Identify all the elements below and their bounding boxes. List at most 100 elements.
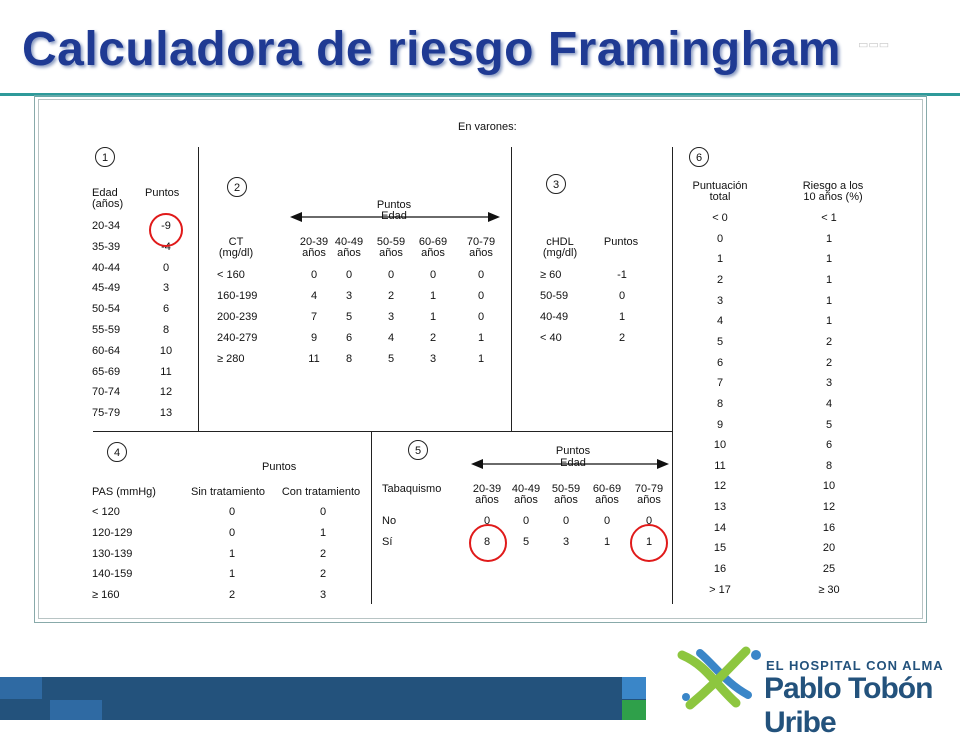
s5-edad-label: Edad [560, 457, 586, 469]
s6-score-cell: 0 [716, 232, 724, 245]
divider-top-bottom [93, 431, 673, 432]
s1-points-cell: 0 [162, 261, 170, 274]
s4-header-pas: PAS (mmHg) [92, 486, 156, 498]
s6-risk-cell: 1 [825, 253, 833, 266]
s5-age-header: 50-59 [551, 483, 581, 495]
s1-age-cell: 55-59 [92, 324, 121, 336]
s1-age-cell: 50-54 [92, 303, 121, 316]
s6-score-cell: < 0 [712, 212, 728, 224]
s2-header-unit: (mg/dl) [218, 247, 254, 259]
title-underline [0, 93, 960, 96]
s3-header-unit: (mg/dl) [542, 247, 578, 259]
s5-points-cell: 1 [603, 536, 611, 548]
s5-edad-arrow [471, 459, 669, 469]
divider-1-2 [198, 147, 199, 431]
s5-smoke-cell: Sí [382, 536, 393, 548]
logo-name: Pablo Tobón Uribe [764, 672, 933, 739]
s6-score-cell: 15 [713, 542, 727, 555]
s2-age-header: 40-49 [334, 236, 364, 248]
s6-risk-cell: 3 [825, 377, 833, 390]
s2-age-header-unit: años [421, 247, 445, 259]
s1-points-cell: 6 [162, 303, 170, 316]
s6-score-cell: 12 [713, 480, 727, 493]
s6-risk-cell: 12 [822, 501, 836, 514]
s2-points-cell: 3 [387, 311, 395, 323]
s1-age-cell: 45-49 [92, 282, 121, 295]
s3-hdl-cell: < 40 [540, 332, 562, 344]
divider-main-6 [672, 147, 673, 604]
section-number-6: 6 [689, 147, 709, 167]
s6-header-10anos: 10 años (%) [803, 191, 863, 203]
s5-age-header-unit: años [554, 494, 578, 506]
divider-4-5 [371, 431, 372, 604]
s2-points-cell: 4 [310, 290, 318, 302]
s4-pas-cell: 120-129 [92, 526, 133, 539]
s6-risk-cell: 5 [825, 418, 833, 431]
logo-tagline: EL HOSPITAL CON ALMA [766, 658, 944, 673]
s6-risk-cell: 1 [825, 232, 833, 245]
s6-score-cell: 5 [716, 335, 724, 348]
s2-age-header-unit: años [302, 247, 326, 259]
s2-ct-cell: 240-279 [217, 332, 258, 344]
s2-age-header-unit: años [379, 247, 403, 259]
s5-points-cell: 5 [522, 536, 530, 548]
divider-2-3 [511, 147, 512, 431]
table-inner-frame [38, 99, 923, 619]
s4-pas-cell: ≥ 160 [92, 589, 120, 602]
s4-pas-cell: < 120 [92, 506, 120, 518]
s2-age-header: 60-69 [418, 236, 448, 248]
s6-score-cell: 8 [716, 397, 724, 410]
s1-points-cell: 12 [159, 386, 173, 399]
s6-risk-cell: ≥ 30 [818, 583, 840, 596]
s2-points-cell: 3 [429, 353, 437, 365]
s2-points-cell: 5 [345, 311, 353, 323]
s2-points-cell: 0 [429, 269, 437, 281]
s2-age-header: 70-79 [466, 236, 496, 248]
s4-con-cell: 1 [319, 526, 327, 539]
section-number-5: 5 [408, 440, 428, 460]
s6-score-cell: 1 [716, 253, 724, 266]
s6-risk-cell: 8 [825, 459, 833, 472]
s6-score-cell: > 17 [709, 583, 731, 596]
s6-score-cell: 16 [713, 563, 727, 576]
s5-age-header-unit: años [475, 494, 499, 506]
s2-age-header-unit: años [337, 247, 361, 259]
s2-points-cell: 3 [345, 290, 353, 302]
s4-header-sin: Sin tratamiento [191, 486, 265, 498]
s2-points-cell: 0 [310, 269, 318, 281]
s2-edad-label: Edad [381, 210, 407, 222]
s4-sin-cell: 1 [228, 568, 236, 581]
s3-points-cell: -1 [617, 269, 627, 281]
s6-risk-cell: 10 [822, 480, 836, 493]
s6-risk-cell: 1 [825, 294, 833, 307]
s5-points-cell: 0 [645, 515, 653, 527]
s6-risk-cell: 2 [825, 356, 833, 369]
hospital-logo-icon [677, 646, 761, 710]
footer-bar [0, 677, 646, 720]
s1-header-anos: (años) [92, 198, 124, 210]
s5-age-header: 70-79 [634, 483, 664, 495]
faint-watermark: ▭▭▭ [858, 39, 890, 51]
s5-points-cell: 0 [562, 515, 570, 527]
s5-age-header-unit: años [595, 494, 619, 506]
s6-score-cell: 2 [716, 273, 724, 286]
s3-points-cell: 1 [618, 311, 626, 323]
s2-points-cell: 8 [345, 353, 353, 365]
s1-age-cell: 70-74 [92, 386, 121, 399]
s6-risk-cell: 1 [825, 273, 833, 286]
s5-age-header: 60-69 [592, 483, 622, 495]
s6-score-cell: 13 [713, 501, 727, 514]
s1-age-cell: 65-69 [92, 365, 121, 378]
s2-points-cell: 1 [429, 311, 437, 323]
s2-points-cell: 2 [429, 332, 437, 344]
s4-con-cell: 2 [319, 568, 327, 581]
s6-risk-cell: < 1 [821, 212, 837, 224]
s4-pas-cell: 130-139 [92, 547, 133, 560]
s2-points-cell: 11 [308, 353, 320, 365]
s1-points-cell: 10 [159, 344, 173, 357]
s5-header-tabaquismo: Tabaquismo [382, 483, 442, 495]
s4-sin-cell: 2 [228, 589, 236, 602]
s6-score-cell: 10 [713, 439, 727, 452]
s1-age-cell: 20-34 [92, 220, 121, 232]
s6-header-total: total [709, 191, 731, 203]
